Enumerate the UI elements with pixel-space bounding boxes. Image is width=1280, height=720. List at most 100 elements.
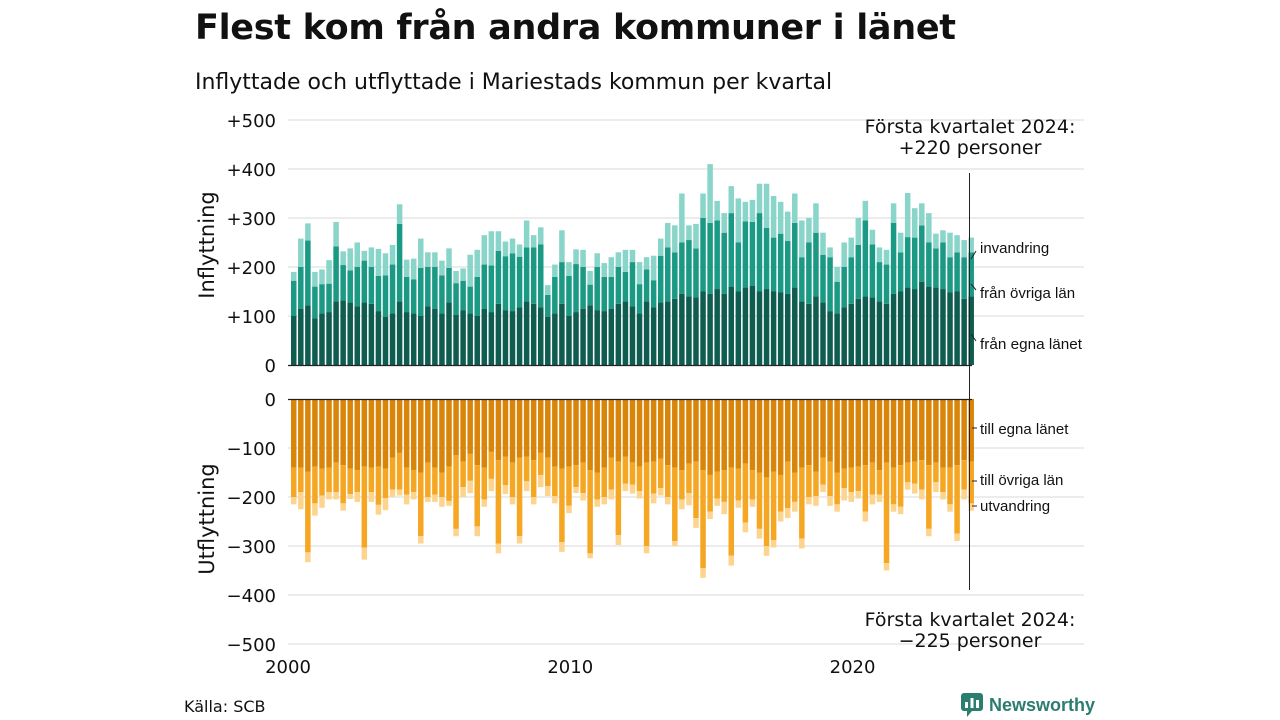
bar-outflow xyxy=(502,456,509,486)
bar-inflow xyxy=(502,241,509,257)
bar-outflow xyxy=(707,474,713,512)
bar-inflow xyxy=(622,249,629,272)
bar-outflow xyxy=(580,399,586,463)
bar-inflow xyxy=(291,316,297,365)
bar-inflow xyxy=(502,256,509,311)
bar-outflow xyxy=(467,399,473,454)
bar-inflow xyxy=(756,213,763,292)
bar-inflow xyxy=(770,195,777,238)
bar-outflow xyxy=(573,487,579,494)
bar-inflow xyxy=(629,249,636,263)
bar-inflow xyxy=(509,238,516,254)
bar-outflow xyxy=(707,511,713,520)
bar-inflow xyxy=(495,250,502,304)
bar-outflow xyxy=(580,462,586,494)
bar-inflow xyxy=(813,232,819,297)
bar-outflow xyxy=(841,468,847,489)
bar-inflow xyxy=(848,303,854,365)
bar-outflow xyxy=(742,522,749,533)
bar-inflow xyxy=(340,265,346,301)
bar-outflow xyxy=(382,399,389,469)
bar-outflow xyxy=(643,546,650,554)
bar-outflow xyxy=(799,538,805,549)
bar-inflow xyxy=(382,275,389,317)
bar-inflow xyxy=(537,307,544,365)
bar-outflow xyxy=(869,462,876,495)
bar-inflow xyxy=(700,193,706,218)
bar-outflow xyxy=(460,487,466,497)
bar-outflow xyxy=(742,399,749,464)
brand-logo[interactable]: Newsworthy xyxy=(961,693,1095,717)
bar-inflow xyxy=(841,242,847,267)
bar-inflow xyxy=(467,313,473,365)
leader-invandring xyxy=(970,250,977,260)
bar-inflow xyxy=(834,313,840,365)
bar-inflow xyxy=(721,232,727,294)
bar-inflow xyxy=(580,267,586,309)
bar-inflow xyxy=(566,262,572,276)
bar-outflow xyxy=(467,453,473,481)
bar-outflow xyxy=(566,505,572,514)
bar-outflow xyxy=(333,462,339,493)
bar-outflow xyxy=(813,471,819,497)
ytick-bottom: 0 xyxy=(265,390,276,411)
bar-inflow xyxy=(749,285,756,365)
bar-outflow xyxy=(834,399,840,473)
bar-outflow xyxy=(883,563,890,571)
chart-title: Flest kom från andra kommuner i länet xyxy=(195,8,956,48)
bar-outflow xyxy=(827,496,833,506)
ytick-top: +200 xyxy=(227,258,276,279)
bar-outflow xyxy=(573,465,579,488)
bar-inflow xyxy=(298,238,304,267)
bar-outflow xyxy=(728,555,735,566)
bar-inflow xyxy=(432,308,438,365)
annotation-bottom-line2: −225 personer xyxy=(899,630,1042,652)
bar-inflow xyxy=(784,241,791,294)
bar-outflow xyxy=(382,497,389,511)
bar-outflow xyxy=(834,504,840,512)
bar-inflow xyxy=(876,247,883,263)
bar-inflow xyxy=(615,303,622,365)
bar-outflow xyxy=(700,568,706,578)
bar-inflow xyxy=(403,259,410,277)
bar-outflow xyxy=(481,467,488,500)
bar-outflow xyxy=(587,553,593,559)
bar-outflow xyxy=(622,399,629,457)
bar-inflow xyxy=(700,218,706,292)
bar-outflow xyxy=(806,399,812,466)
bar-inflow xyxy=(587,284,593,306)
bar-inflow xyxy=(389,264,396,314)
bar-outflow xyxy=(474,399,480,466)
bar-outflow xyxy=(672,467,678,542)
bar-outflow xyxy=(403,399,410,468)
bar-inflow xyxy=(439,260,445,276)
bar-inflow xyxy=(354,267,361,307)
bar-inflow xyxy=(354,306,361,365)
bar-inflow xyxy=(488,231,495,266)
bar-outflow xyxy=(418,472,424,537)
bar-inflow xyxy=(347,248,353,271)
bar-outflow xyxy=(389,489,396,497)
bar-outflow xyxy=(552,399,558,467)
bar-outflow xyxy=(784,461,791,509)
bar-inflow xyxy=(559,303,565,365)
bar-outflow xyxy=(340,399,346,466)
bar-outflow xyxy=(650,493,657,504)
bar-outflow xyxy=(693,518,699,528)
bar-outflow xyxy=(629,462,636,485)
bar-inflow xyxy=(629,262,636,307)
label-fran-ovriga-lan: från övriga län xyxy=(980,285,1075,302)
bar-inflow xyxy=(961,257,967,299)
bar-outflow xyxy=(876,399,883,471)
bar-inflow xyxy=(545,294,551,317)
bar-outflow xyxy=(848,467,854,493)
bar-outflow xyxy=(792,472,798,502)
bar-inflow xyxy=(735,291,742,365)
bar-inflow xyxy=(361,250,368,261)
bar-outflow xyxy=(319,399,325,469)
bar-outflow xyxy=(319,495,325,508)
bar-outflow xyxy=(354,492,361,502)
bar-inflow xyxy=(523,247,530,302)
bar-outflow xyxy=(629,484,636,494)
bar-outflow xyxy=(665,399,671,466)
